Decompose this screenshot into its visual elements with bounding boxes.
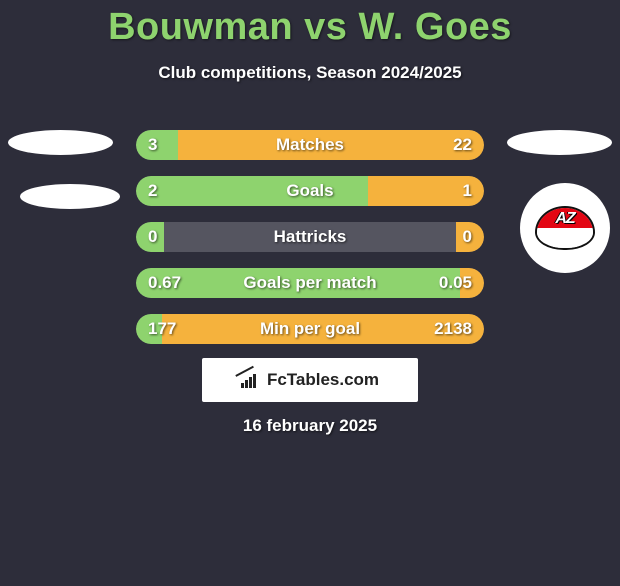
stat-right-value: 1 <box>463 176 472 206</box>
player-left-avatar-top <box>8 130 113 155</box>
stat-row: 0Hattricks0 <box>136 222 484 252</box>
az-alkmaar-logo: AZ <box>535 206 595 250</box>
player-left-avatar-bottom <box>20 184 120 209</box>
stat-label: Goals <box>136 176 484 206</box>
stat-row: 0.67Goals per match0.05 <box>136 268 484 298</box>
logo-text: FcTables.com <box>267 370 379 390</box>
stat-row: 3Matches22 <box>136 130 484 160</box>
stat-row: 2Goals1 <box>136 176 484 206</box>
club-badge-right: AZ <box>520 183 610 273</box>
comparison-date: 16 february 2025 <box>0 416 620 436</box>
player-right-avatar-top <box>507 130 612 155</box>
stat-label: Goals per match <box>136 268 484 298</box>
stat-right-value: 2138 <box>434 314 472 344</box>
stat-right-value: 22 <box>453 130 472 160</box>
chart-icon <box>241 372 261 388</box>
stat-label: Matches <box>136 130 484 160</box>
stat-right-value: 0 <box>463 222 472 252</box>
comparison-title: Bouwman vs W. Goes <box>0 6 620 49</box>
stat-bars: 3Matches22 2Goals1 0Hattricks0 0.67Goals pe… <box>136 130 484 360</box>
comparison-subtitle: Club competitions, Season 2024/2025 <box>0 63 620 83</box>
stat-label: Min per goal <box>136 314 484 344</box>
stat-label: Hattricks <box>136 222 484 252</box>
badge-text: AZ <box>537 210 593 228</box>
stat-row: 177Min per goal2138 <box>136 314 484 344</box>
fctables-logo: FcTables.com <box>202 358 418 402</box>
stat-right-value: 0.05 <box>439 268 472 298</box>
